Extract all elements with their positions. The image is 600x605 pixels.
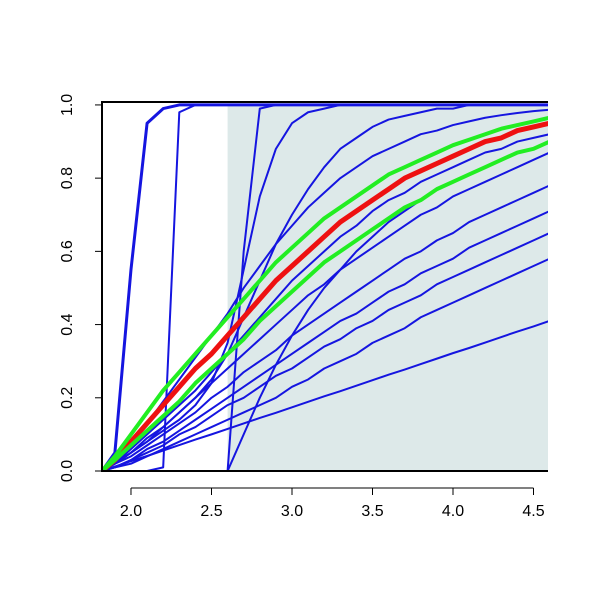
- x-tick-label: 4.5: [522, 503, 544, 520]
- curve: [102, 116, 548, 471]
- y-tick-label: 0.8: [59, 167, 76, 189]
- curve: [102, 133, 548, 471]
- x-tick-label: 2.5: [200, 503, 222, 520]
- x-tick-label: 3.0: [281, 503, 303, 520]
- curve: [102, 140, 548, 471]
- curve: [102, 108, 548, 471]
- y-tick-label: 0.2: [59, 387, 76, 409]
- plot-area: [102, 103, 548, 471]
- x-tick-label: 2.0: [120, 503, 142, 520]
- curve: [102, 232, 548, 471]
- frame: [101, 101, 548, 472]
- y-tick-label: 1.0: [59, 94, 76, 116]
- curve: [102, 121, 548, 471]
- shaded-region: [227, 104, 548, 471]
- y-tick-label: 0.4: [59, 313, 76, 335]
- curve: [102, 258, 548, 471]
- y-tick-label: 0.0: [59, 460, 76, 482]
- curve: [102, 320, 548, 471]
- curve: [102, 152, 548, 471]
- curve: [102, 185, 548, 471]
- curve: [102, 210, 548, 471]
- x-tick-label: 4.0: [442, 503, 464, 520]
- y-tick-label: 0.6: [59, 240, 76, 262]
- x-tick-label: 3.5: [361, 503, 383, 520]
